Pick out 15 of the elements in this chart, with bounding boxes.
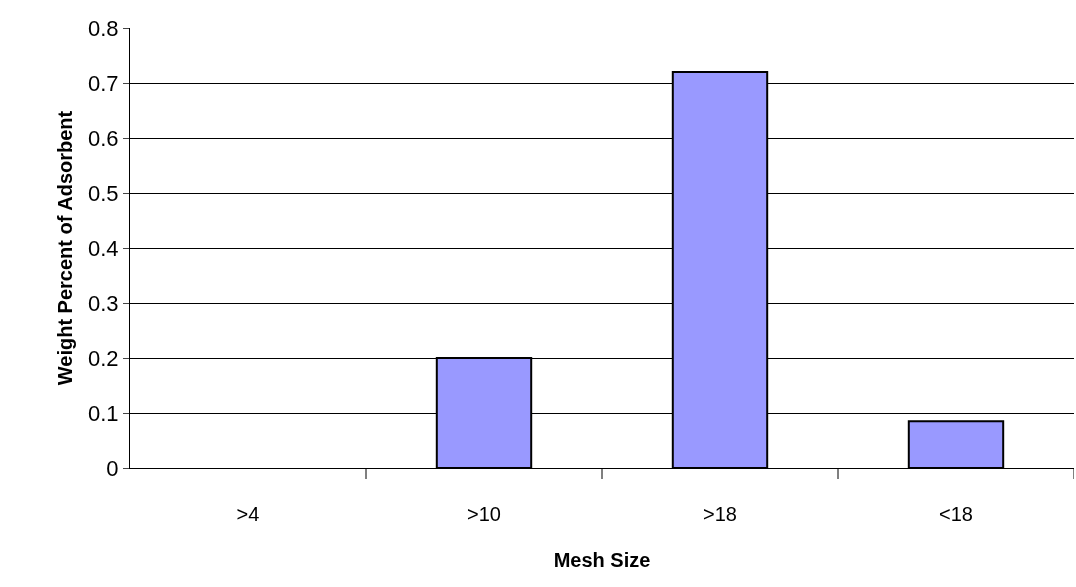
x-tick-label: >18 (703, 503, 737, 525)
x-tick-label: >10 (467, 503, 501, 525)
y-tick-label: 0.2 (88, 345, 119, 371)
y-tick-label: 0.6 (88, 125, 119, 151)
y-tick-label: 0.4 (88, 235, 119, 261)
y-axis-title: Weight Percent of Adsorbent (53, 110, 76, 386)
y-tick-label: 0.5 (88, 180, 119, 206)
y-tick-label: 0.8 (88, 15, 119, 41)
y-tick-label: 0.1 (88, 400, 119, 426)
y-tick-label: 0 (106, 455, 119, 481)
x-tick-label: <18 (939, 503, 973, 525)
y-tick-label: 0.3 (88, 290, 119, 316)
y-tick-label: 0.7 (88, 70, 119, 96)
x-tick-label: >4 (236, 503, 260, 525)
x-axis-title: Mesh Size (553, 548, 651, 571)
